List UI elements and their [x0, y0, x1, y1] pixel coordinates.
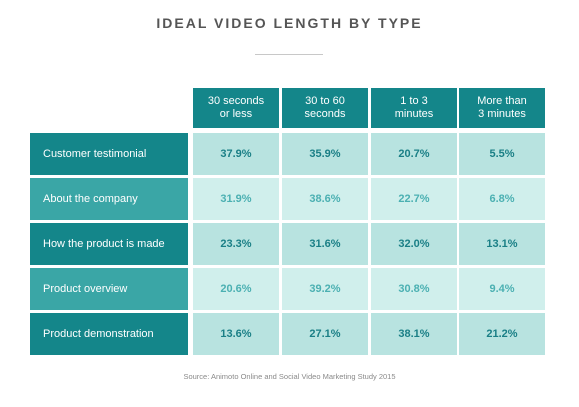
row-label: How the product is made — [30, 223, 188, 265]
value-cell: 6.8% — [459, 178, 545, 220]
value-cell: 31.9% — [193, 178, 279, 220]
row-label: About the company — [30, 178, 188, 220]
value-cell: 27.1% — [282, 313, 368, 355]
value-cell: 5.5% — [459, 133, 545, 175]
value-cell: 32.0% — [371, 223, 457, 265]
value-cell: 38.6% — [282, 178, 368, 220]
chart-title: IDEAL VIDEO LENGTH BY TYPE — [156, 15, 423, 31]
value-cell: 30.8% — [371, 268, 457, 310]
source-note: Source: Animoto Online and Social Video … — [183, 372, 396, 381]
value-cell: 39.2% — [282, 268, 368, 310]
column-header: 1 to 3 minutes — [371, 88, 457, 128]
row-label: Product overview — [30, 268, 188, 310]
value-cell: 13.1% — [459, 223, 545, 265]
value-cell: 13.6% — [193, 313, 279, 355]
value-cell: 21.2% — [459, 313, 545, 355]
value-cell: 23.3% — [193, 223, 279, 265]
value-cell: 37.9% — [193, 133, 279, 175]
row-label: Product demonstration — [30, 313, 188, 355]
value-cell: 20.7% — [371, 133, 457, 175]
title-divider — [255, 54, 323, 55]
value-cell: 9.4% — [459, 268, 545, 310]
value-cell: 31.6% — [282, 223, 368, 265]
value-cell: 38.1% — [371, 313, 457, 355]
value-cell: 20.6% — [193, 268, 279, 310]
value-cell: 35.9% — [282, 133, 368, 175]
column-header: 30 to 60 seconds — [282, 88, 368, 128]
column-header: More than 3 minutes — [459, 88, 545, 128]
row-label: Customer testimonial — [30, 133, 188, 175]
column-header: 30 seconds or less — [193, 88, 279, 128]
value-cell: 22.7% — [371, 178, 457, 220]
